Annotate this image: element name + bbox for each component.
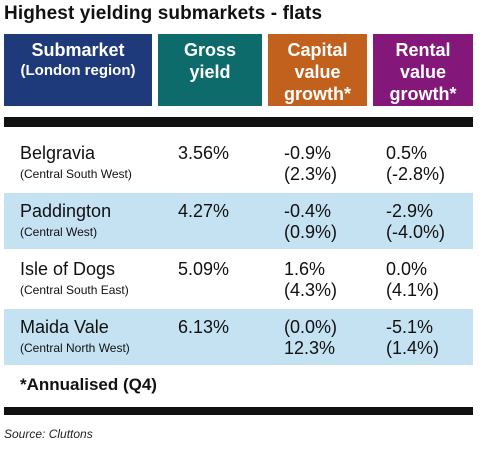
capital-growth-primary: 1.6% [284,259,326,279]
capital-growth-secondary: (0.9%) [284,222,338,242]
table-row: Isle of Dogs (Central South East) 5.09% … [4,251,473,307]
rental-growth-values: -2.9% (-4.0%) [386,201,445,243]
rental-growth-secondary: (-4.0%) [386,222,446,242]
capital-growth-primary: -0.9% [284,143,332,163]
gross-yield-value: 5.09% [178,259,230,279]
header-rental-value-growth: Rental value growth* [373,34,473,106]
gross-yield-value: 6.13% [178,317,230,337]
table-row: Maida Vale (Central North West) 6.13% (0… [4,309,473,365]
rental-growth-primary: -5.1% [386,317,434,337]
capital-growth-primary: (0.0%) [284,317,338,337]
submarket-region: (Central West) [20,225,98,239]
rental-growth-secondary: (1.4%) [386,338,440,358]
bottom-rule [4,407,473,415]
rental-growth-primary: 0.0% [386,259,428,279]
header-capital-line3: growth* [284,84,351,104]
header-submarket-sublabel: (London region) [20,62,136,79]
gross-yield-value: 4.27% [178,201,230,221]
header-rental-line2: value [399,62,447,82]
submarket-name: Maida Vale [20,317,109,337]
rental-growth-primary: -2.9% [386,201,434,221]
header-rental-line3: growth* [389,84,457,104]
header-submarket: Submarket (London region) [4,34,152,106]
capital-growth-values: -0.4% (0.9%) [284,201,337,243]
submarket-region: (Central South West) [20,167,132,181]
header-submarket-label: Submarket [31,40,125,60]
submarket-name: Belgravia [20,143,96,163]
header-gross-yield-line2: yield [189,62,231,82]
rental-growth-values: 0.5% (-2.8%) [386,143,445,185]
capital-growth-secondary: (2.3%) [284,164,338,184]
header-capital-line2: value [294,62,341,82]
capital-growth-secondary: 12.3% [284,338,336,358]
table-row: Belgravia (Central South West) 3.56% -0.… [4,135,473,191]
header-gross-yield: Gross yield [158,34,262,106]
table-title: Highest yielding submarkets - flats [4,3,323,24]
submarket-region: (Central North West) [20,341,130,355]
rental-growth-values: 0.0% (4.1%) [386,259,439,301]
submarket-region: (Central South East) [20,283,129,297]
rental-growth-secondary: (4.1%) [386,280,440,300]
header-capital-value-growth: Capital value growth* [268,34,367,106]
header-gross-yield-line1: Gross [183,40,237,60]
capital-growth-values: -0.9% (2.3%) [284,143,337,185]
rental-growth-primary: 0.5% [386,143,428,163]
submarket-name: Isle of Dogs [20,259,116,279]
rental-growth-values: -5.1% (1.4%) [386,317,439,359]
gross-yield-value: 3.56% [178,143,230,163]
source-note: Source: Cluttons [4,427,93,441]
submarket-name: Paddington [20,201,112,221]
capital-growth-secondary: (4.3%) [284,280,338,300]
capital-growth-values: (0.0%) 12.3% [284,317,337,359]
header-capital-line1: Capital [287,40,348,60]
capital-growth-primary: -0.4% [284,201,332,221]
footnote: *Annualised (Q4) [20,375,157,394]
top-rule [4,117,473,127]
capital-growth-values: 1.6% (4.3%) [284,259,337,301]
table-row: Paddington (Central West) 4.27% -0.4% (0… [4,193,473,249]
header-rental-line1: Rental [395,40,451,60]
rental-growth-secondary: (-2.8%) [386,164,446,184]
